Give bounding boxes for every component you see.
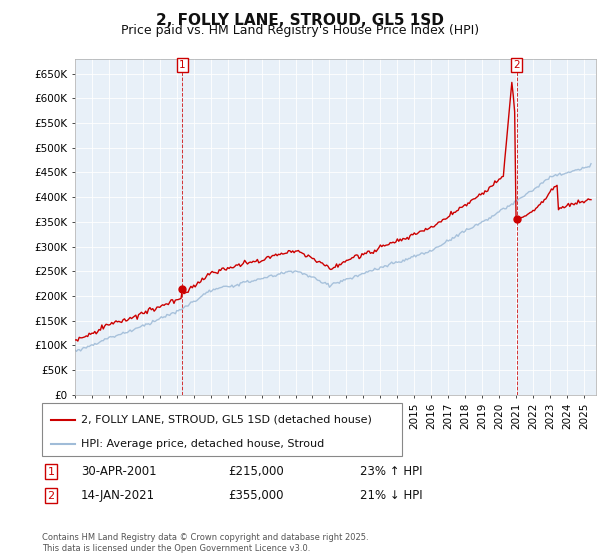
Text: Contains HM Land Registry data © Crown copyright and database right 2025.
This d: Contains HM Land Registry data © Crown c… [42,533,368,553]
Text: 14-JAN-2021: 14-JAN-2021 [81,489,155,502]
Text: 2: 2 [47,491,55,501]
Text: 30-APR-2001: 30-APR-2001 [81,465,157,478]
Text: HPI: Average price, detached house, Stroud: HPI: Average price, detached house, Stro… [81,439,324,449]
Text: £215,000: £215,000 [228,465,284,478]
Text: 23% ↑ HPI: 23% ↑ HPI [360,465,422,478]
Text: 2: 2 [514,60,520,70]
Text: 1: 1 [47,466,55,477]
Text: 21% ↓ HPI: 21% ↓ HPI [360,489,422,502]
Text: 1: 1 [179,60,185,70]
Text: 2, FOLLY LANE, STROUD, GL5 1SD: 2, FOLLY LANE, STROUD, GL5 1SD [156,13,444,27]
Text: 2, FOLLY LANE, STROUD, GL5 1SD (detached house): 2, FOLLY LANE, STROUD, GL5 1SD (detached… [81,415,372,425]
Text: £355,000: £355,000 [228,489,284,502]
Text: Price paid vs. HM Land Registry's House Price Index (HPI): Price paid vs. HM Land Registry's House … [121,24,479,37]
